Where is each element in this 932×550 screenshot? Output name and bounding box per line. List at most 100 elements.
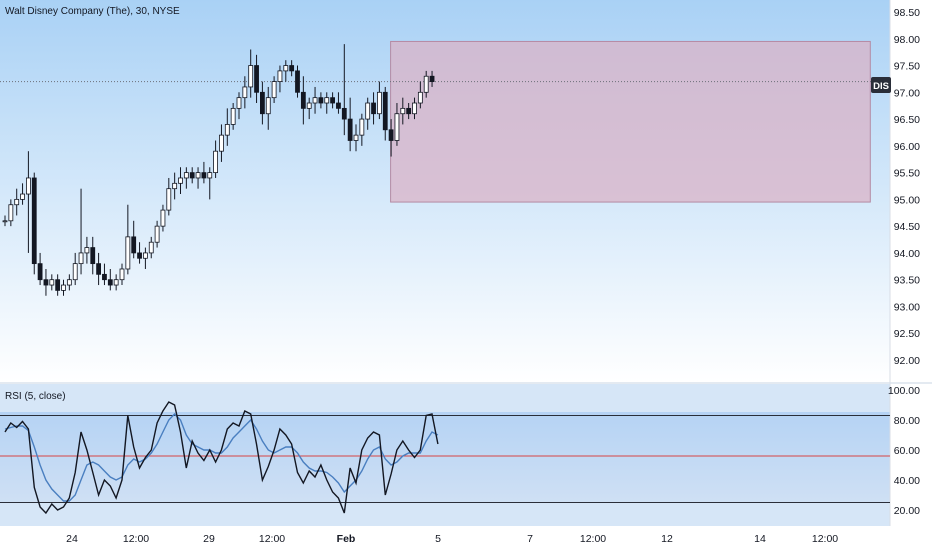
- candle: [289, 60, 295, 77]
- rsi-ma-line: [4, 412, 439, 502]
- candle-body: [423, 75, 429, 93]
- candle-body: [236, 97, 242, 109]
- time-tick-label: 24: [66, 533, 78, 545]
- ticker-badge[interactable]: DIS: [871, 77, 891, 93]
- candle: [388, 119, 394, 157]
- candle: [371, 92, 376, 125]
- candle-body: [388, 129, 394, 141]
- candle-body: [183, 172, 189, 179]
- time-axis[interactable]: 24 12:00 29 12:00 Feb 5 7 12:00 12 14 12:00: [66, 533, 838, 545]
- symbol-title: Walt Disney Company (The), 30, NYSE: [5, 6, 180, 17]
- candle-body: [365, 102, 371, 120]
- time-tick-label: 14: [754, 533, 766, 545]
- candle-body: [300, 91, 306, 109]
- candle-body: [248, 65, 254, 88]
- candle-body: [412, 102, 417, 115]
- candle-body: [224, 124, 230, 136]
- candle-body: [283, 65, 289, 72]
- candle-body: [2, 220, 8, 223]
- candle: [376, 81, 382, 120]
- candle: [330, 92, 336, 109]
- candle-body: [31, 177, 37, 265]
- candle: [295, 65, 300, 98]
- candle: [359, 113, 365, 146]
- time-tick-label: 12:00: [123, 533, 149, 545]
- price-tick-label: 95.00: [894, 194, 920, 206]
- price-tick-label: 96.00: [894, 141, 920, 153]
- rsi-band-fill: [0, 412, 890, 503]
- price-range-rectangle[interactable]: [390, 40, 871, 203]
- candle: [25, 151, 31, 253]
- price-pane[interactable]: [0, 40, 890, 296]
- candle: [195, 167, 201, 189]
- candle: [189, 167, 195, 184]
- candle: [43, 268, 49, 296]
- candle-body: [72, 263, 78, 281]
- candle: [271, 76, 277, 104]
- candle-body: [195, 172, 201, 179]
- candle: [365, 97, 371, 130]
- candle: [318, 92, 324, 109]
- candle: [417, 81, 423, 109]
- time-tick-label: 12:00: [580, 533, 606, 545]
- candle: [324, 92, 330, 114]
- rsi-tick-label: 40.00: [894, 475, 920, 487]
- rsi-tick-label: 60.00: [894, 445, 920, 457]
- candle-body: [49, 279, 55, 286]
- candle: [154, 220, 160, 248]
- price-tick-label: 98.50: [894, 7, 920, 19]
- candle-body: [142, 252, 148, 259]
- candle: [213, 140, 219, 178]
- candle: [248, 49, 254, 98]
- candle: [102, 263, 107, 286]
- price-tick-label: 92.50: [894, 328, 920, 340]
- candle-body: [20, 193, 25, 200]
- candle-body: [312, 97, 318, 104]
- candle-body: [61, 284, 66, 291]
- price-axis[interactable]: 98.50 98.00 97.50 97.00 96.50 96.00 95.50 95.00…: [894, 7, 920, 367]
- rsi-pane[interactable]: [0, 401, 890, 515]
- candle-body: [289, 65, 295, 72]
- candle: [412, 97, 417, 120]
- candle-body: [376, 91, 382, 115]
- candle: [347, 97, 353, 152]
- candle: [160, 204, 166, 232]
- candle-body: [107, 279, 113, 286]
- rsi-axis[interactable]: 100.00 80.00 60.00 40.00 20.00: [888, 385, 920, 517]
- price-tick-label: 94.50: [894, 221, 920, 233]
- candle: [219, 124, 224, 162]
- candle: [242, 76, 248, 109]
- candle-body: [14, 198, 20, 206]
- candle-body: [78, 252, 84, 265]
- price-tick-label: 93.50: [894, 275, 920, 287]
- candle: [178, 167, 183, 195]
- candle: [277, 65, 283, 93]
- candle-body: [417, 91, 423, 104]
- candle-body: [102, 273, 107, 281]
- candle: [254, 54, 259, 104]
- candle-body: [400, 107, 406, 115]
- price-tick-label: 95.50: [894, 168, 920, 180]
- candle: [148, 236, 154, 259]
- candle-body: [90, 247, 96, 265]
- candle-body: [429, 75, 435, 83]
- candle: [131, 220, 137, 259]
- candle: [312, 86, 318, 114]
- candle: [265, 86, 271, 130]
- candle-body: [66, 279, 72, 286]
- candle: [37, 252, 43, 286]
- candle: [230, 103, 236, 130]
- candle-body: [324, 97, 330, 104]
- candle-body: [8, 204, 14, 222]
- candle-body: [84, 247, 90, 254]
- candle: [382, 86, 388, 141]
- candle-body: [96, 263, 101, 275]
- time-tick-label: Feb: [337, 533, 356, 545]
- candle-body: [160, 209, 166, 227]
- candle-body: [113, 279, 119, 286]
- candle-body: [341, 107, 347, 120]
- candle: [353, 124, 359, 152]
- candle: [14, 188, 20, 216]
- candle-body: [213, 150, 219, 174]
- candle-body: [55, 279, 61, 291]
